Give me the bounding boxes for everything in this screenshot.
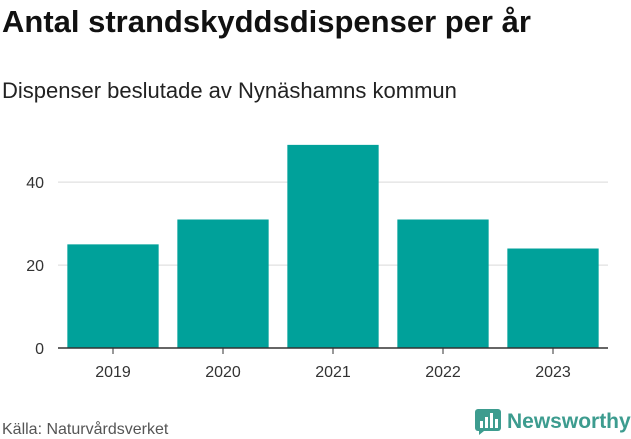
newsworthy-brand: Newsworthy	[475, 408, 631, 436]
bar-2023	[507, 248, 599, 348]
x-tick-label-2022: 2022	[425, 364, 461, 381]
bar-2021	[287, 144, 379, 348]
tick-labels: 0 20 40 2019 2020 2021 2022 2023	[26, 175, 571, 381]
brand-name: Newsworthy	[507, 410, 631, 433]
bar-2022	[397, 219, 489, 348]
y-tick-label-0: 0	[35, 341, 44, 358]
source-note: Källa: Naturvårdsverket	[2, 421, 169, 438]
newsworthy-logo-icon	[475, 409, 501, 435]
x-tick-label-2019: 2019	[95, 364, 131, 381]
bar-2020	[177, 219, 269, 348]
y-tick-label-40: 40	[26, 175, 44, 192]
x-tick-label-2020: 2020	[205, 364, 241, 381]
chart-title: Antal strandskyddsdispenser per år	[2, 4, 531, 39]
axes	[58, 347, 608, 354]
y-tick-label-20: 20	[26, 258, 44, 275]
bars	[67, 144, 599, 348]
x-tick-label-2023: 2023	[535, 364, 571, 381]
x-tick-label-2021: 2021	[315, 364, 351, 381]
chart-subtitle: Dispenser beslutade av Nynäshamns kommun	[2, 78, 457, 103]
bar-2019	[67, 244, 159, 348]
